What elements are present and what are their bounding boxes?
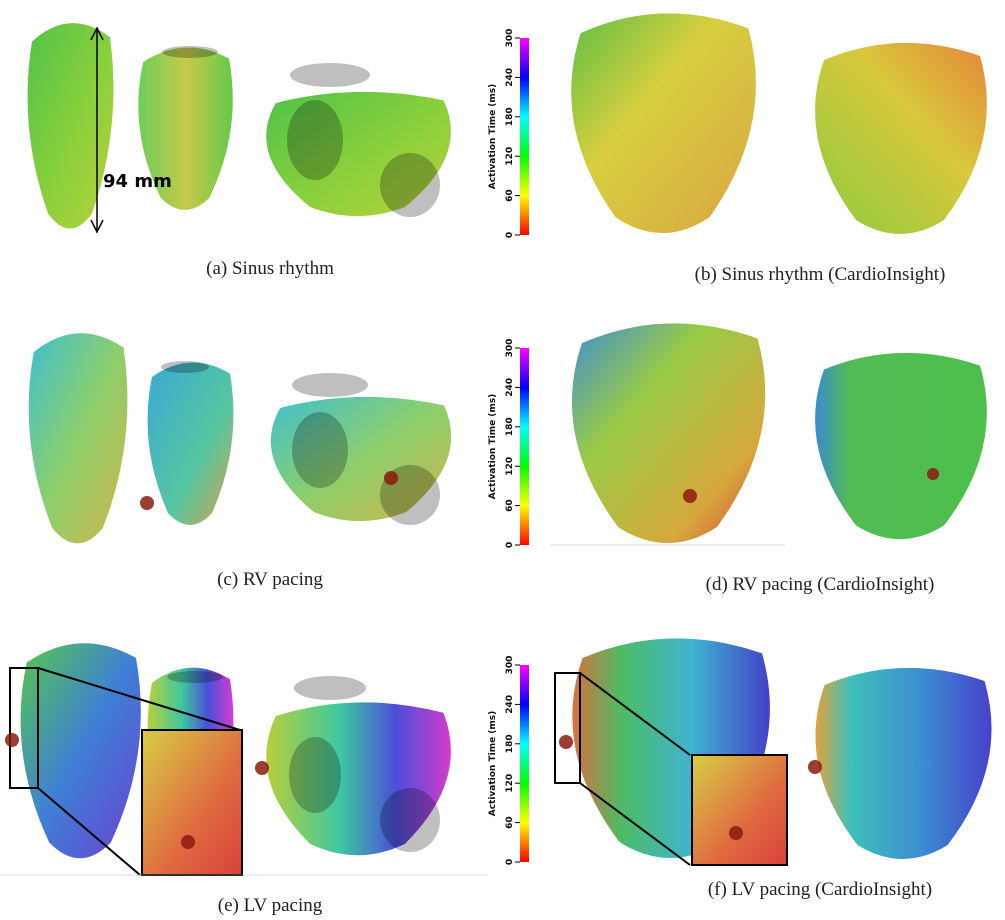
caption: (f) LV pacing (CardioInsight) [708,879,932,900]
heart-surface [571,323,766,544]
colorbar-tick-label: 120 [505,774,515,793]
colorbar-tick-label: 240 [505,68,515,87]
heart-surface [815,667,992,859]
colorbar [520,348,529,545]
pacing-site [559,735,573,749]
pacing-site [384,471,398,485]
caption: (b) Sinus rhythm (CardioInsight) [695,264,946,285]
heart-surface [270,396,452,522]
valve-opening [292,412,348,488]
colorbar-tick-label: 180 [505,734,515,753]
heart-surface [815,42,987,234]
zoom-box [554,672,581,784]
heart-surface [147,362,234,525]
zoom-line [579,672,691,756]
pacing-site [5,733,19,747]
colorbar-tick-label: 240 [505,378,515,397]
arrow-head [90,219,104,234]
zoom-line [37,787,141,876]
dimension-label: 94 mm [103,171,172,192]
colorbar-tick-label: 60 [505,499,515,512]
pacing-site [927,468,939,480]
pacing-site [140,496,154,510]
pacing-site [181,835,195,849]
caption: (c) RV pacing [217,569,323,590]
caption: (d) RV pacing (CardioInsight) [706,574,935,595]
colorbar-tick-label: 120 [505,457,515,476]
colorbar-tick-label: 0 [505,859,515,865]
zoom-line [37,667,241,731]
pacing-site [729,826,743,840]
heart-surface [266,91,451,217]
zoom-inset [691,754,788,866]
colorbar-tick-label: 60 [505,816,515,829]
heart-surface [138,47,233,210]
caption: (a) Sinus rhythm [206,258,334,279]
valve-opening [290,63,370,87]
valve-opening [289,737,341,813]
valve-opening [162,46,218,58]
colorbar-tick-label: 240 [505,695,515,714]
colorbar-tick-label: 120 [505,147,515,166]
arrow-head [90,26,104,41]
zoom-inset [141,729,243,876]
colorbar-tick-label: 180 [505,107,515,126]
zoom-box [9,667,39,789]
valve-opening [167,671,223,683]
valve-opening [380,788,440,852]
colorbar-tick-label: 180 [505,417,515,436]
zoom-line [579,782,691,866]
heart-surface [20,643,141,859]
colorbar-label: Activation Time (ms) [488,711,498,817]
valve-opening [380,153,440,217]
colorbar [520,38,529,235]
colorbar-tick-label: 60 [505,189,515,202]
heart-surface [571,13,756,234]
heart-surface [28,333,128,544]
valve-opening [292,373,368,397]
caption: (e) LV pacing [218,895,323,916]
colorbar [520,665,529,862]
colorbar-label: Activation Time (ms) [488,394,498,500]
pacing-site [683,489,697,503]
heart-surface [27,23,114,229]
colorbar-tick-label: 0 [505,232,515,238]
valve-opening [161,361,209,373]
valve-opening [294,676,366,700]
colorbar-tick-label: 0 [505,542,515,548]
colorbar-tick-label: 300 [505,29,515,48]
colorbar-tick-label: 300 [505,339,515,358]
valve-opening [287,100,343,180]
heart-surface [815,352,987,540]
pacing-site [808,760,822,774]
colorbar-label: Activation Time (ms) [488,84,498,190]
pacing-site [255,761,269,775]
heart-surface [266,702,451,856]
colorbar-tick-label: 300 [505,656,515,675]
